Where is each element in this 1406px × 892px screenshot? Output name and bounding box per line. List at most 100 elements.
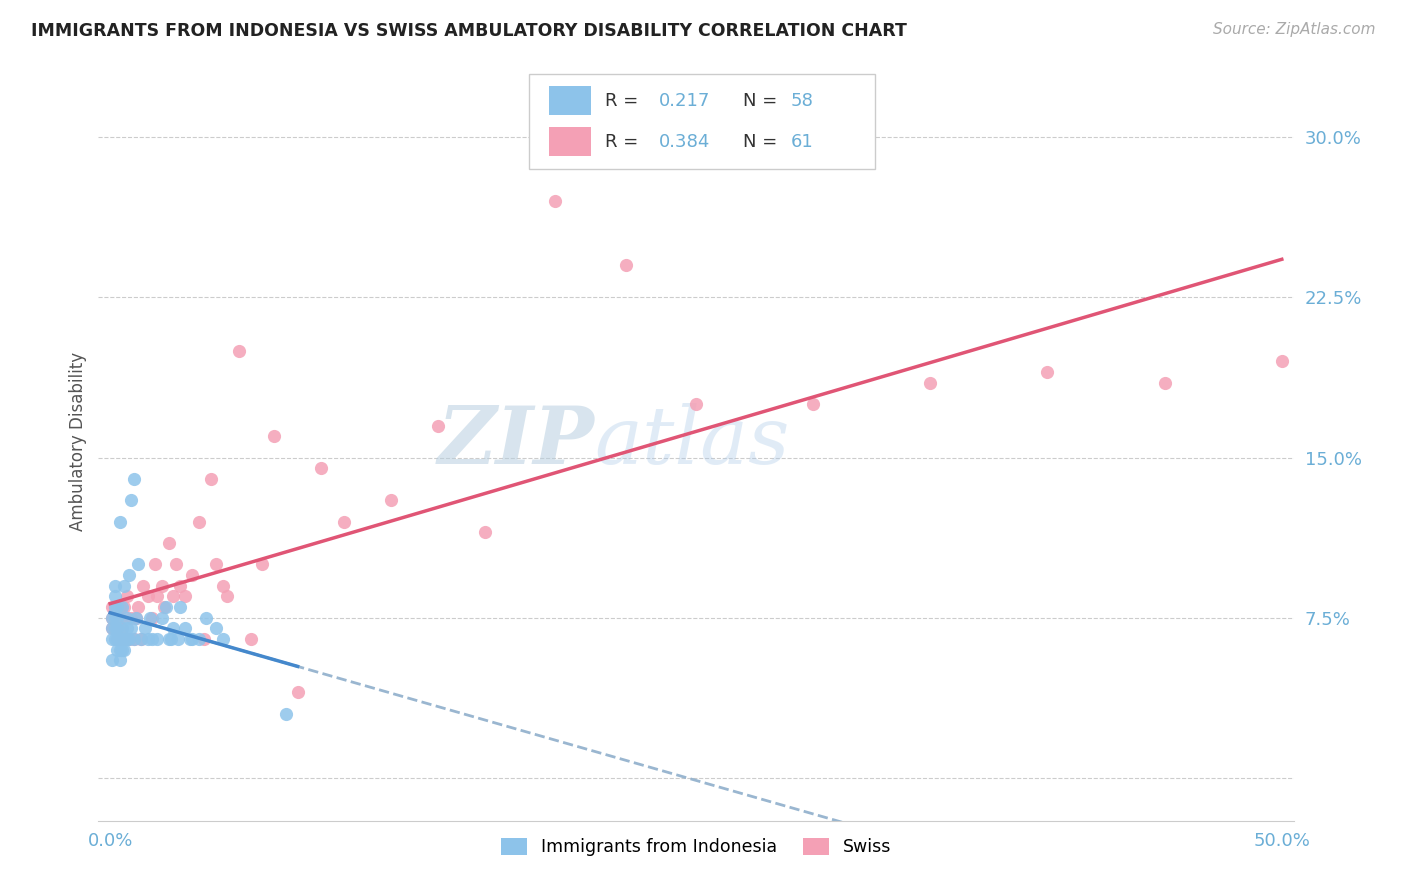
Text: 0.217: 0.217 xyxy=(659,92,710,110)
Y-axis label: Ambulatory Disability: Ambulatory Disability xyxy=(69,352,87,531)
Point xyxy=(195,611,218,625)
Point xyxy=(112,600,135,615)
Point xyxy=(181,632,204,646)
Point xyxy=(101,600,124,615)
Point xyxy=(125,611,148,625)
Point xyxy=(101,611,124,625)
Point xyxy=(801,397,824,411)
Point xyxy=(239,632,262,646)
Text: atlas: atlas xyxy=(595,403,790,480)
Point xyxy=(104,600,127,615)
Point xyxy=(474,525,496,540)
Point xyxy=(217,590,239,604)
Point xyxy=(167,632,190,646)
Point xyxy=(104,611,127,625)
Text: R =: R = xyxy=(605,92,638,110)
Point xyxy=(252,558,274,572)
Point xyxy=(157,536,180,550)
Point xyxy=(143,558,166,572)
Point xyxy=(193,632,215,646)
Point xyxy=(160,632,183,646)
Point xyxy=(169,600,191,615)
Point xyxy=(104,579,127,593)
Point xyxy=(112,632,135,646)
Point xyxy=(111,622,134,636)
Point xyxy=(104,622,127,636)
Text: R =: R = xyxy=(605,133,638,151)
Point xyxy=(120,493,142,508)
Point xyxy=(112,632,135,646)
Point xyxy=(111,632,134,646)
Point xyxy=(263,429,285,443)
Point xyxy=(188,515,211,529)
Point xyxy=(188,632,211,646)
Point xyxy=(101,653,124,667)
Point xyxy=(380,493,402,508)
Point xyxy=(125,611,148,625)
Point xyxy=(111,632,134,646)
Point xyxy=(105,632,128,646)
Point xyxy=(685,397,707,411)
Bar xyxy=(548,87,591,115)
Point xyxy=(115,590,138,604)
Point xyxy=(211,632,233,646)
Text: ZIP: ZIP xyxy=(437,403,595,480)
Point xyxy=(174,590,197,604)
Point xyxy=(108,653,131,667)
Point xyxy=(115,611,138,625)
Point xyxy=(104,600,127,615)
Point xyxy=(309,461,332,475)
Point xyxy=(127,600,149,615)
Bar xyxy=(548,128,591,156)
FancyBboxPatch shape xyxy=(529,74,876,169)
Point xyxy=(104,632,127,646)
Point xyxy=(108,515,131,529)
Point xyxy=(104,590,127,604)
Point xyxy=(1271,354,1294,368)
Point xyxy=(115,632,138,646)
Point xyxy=(108,642,131,657)
Point xyxy=(169,579,191,593)
Point xyxy=(132,579,155,593)
Point xyxy=(118,632,141,646)
Point xyxy=(274,706,297,721)
Point xyxy=(141,611,163,625)
Point xyxy=(179,632,201,646)
Text: 58: 58 xyxy=(790,92,813,110)
Point xyxy=(111,622,134,636)
Point xyxy=(165,558,187,572)
Point xyxy=(127,558,149,572)
Point xyxy=(115,622,138,636)
Point xyxy=(108,600,131,615)
Text: 0.384: 0.384 xyxy=(659,133,710,151)
Point xyxy=(108,622,131,636)
Point xyxy=(118,568,141,582)
Point xyxy=(105,622,128,636)
Point xyxy=(111,642,134,657)
Point xyxy=(614,258,637,272)
Point xyxy=(115,632,138,646)
Point xyxy=(105,611,128,625)
Point xyxy=(104,622,127,636)
Point xyxy=(136,632,159,646)
Point xyxy=(120,611,142,625)
Point xyxy=(105,600,128,615)
Point xyxy=(105,642,128,657)
Point xyxy=(141,632,163,646)
Point xyxy=(105,632,128,646)
Point xyxy=(155,600,177,615)
Point xyxy=(134,622,156,636)
Point xyxy=(146,590,169,604)
Point xyxy=(1036,365,1059,379)
Point xyxy=(108,611,131,625)
Point xyxy=(333,515,356,529)
Point xyxy=(105,611,128,625)
Point xyxy=(122,632,145,646)
Point xyxy=(136,590,159,604)
Point xyxy=(157,632,180,646)
Text: 61: 61 xyxy=(790,133,813,151)
Point xyxy=(101,611,124,625)
Point xyxy=(150,579,173,593)
Point xyxy=(105,622,128,636)
Point xyxy=(150,611,173,625)
